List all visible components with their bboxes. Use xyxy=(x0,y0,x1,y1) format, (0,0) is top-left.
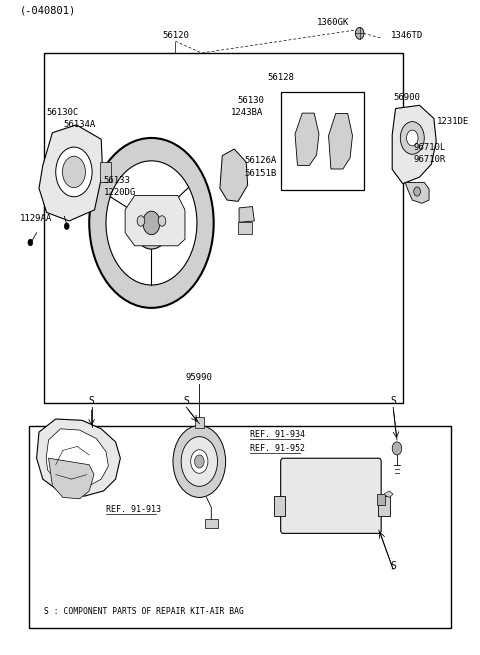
Text: S: S xyxy=(390,561,396,571)
Text: REF. 91-913: REF. 91-913 xyxy=(106,505,161,514)
Circle shape xyxy=(89,138,214,308)
Text: REF. 91-952: REF. 91-952 xyxy=(250,444,305,453)
Polygon shape xyxy=(295,113,319,166)
Bar xyxy=(100,162,111,181)
Text: 1220DG: 1220DG xyxy=(104,188,136,196)
Text: 56130: 56130 xyxy=(238,96,264,105)
Polygon shape xyxy=(392,105,436,183)
Text: 95990: 95990 xyxy=(186,373,213,383)
Text: 56130C: 56130C xyxy=(46,108,78,117)
Bar xyxy=(238,222,252,234)
Circle shape xyxy=(158,215,166,226)
Polygon shape xyxy=(36,419,120,496)
Polygon shape xyxy=(46,429,108,485)
Text: 56134A: 56134A xyxy=(63,121,95,130)
Circle shape xyxy=(173,426,226,497)
Bar xyxy=(281,92,364,190)
Text: 96710L: 96710L xyxy=(413,143,445,152)
Circle shape xyxy=(392,442,402,455)
Bar xyxy=(274,496,286,515)
Text: 1346TD: 1346TD xyxy=(391,31,423,40)
Circle shape xyxy=(132,196,170,249)
Text: 1129AA: 1129AA xyxy=(20,214,52,223)
Text: 1231DE: 1231DE xyxy=(437,117,469,126)
Text: S : COMPONENT PARTS OF REPAIR KIT-AIR BAG: S : COMPONENT PARTS OF REPAIR KIT-AIR BA… xyxy=(44,607,244,616)
Text: 56151B: 56151B xyxy=(245,170,277,178)
Circle shape xyxy=(137,215,145,226)
Circle shape xyxy=(414,187,420,196)
Circle shape xyxy=(191,450,208,474)
Bar xyxy=(378,496,390,515)
Circle shape xyxy=(28,239,33,246)
Polygon shape xyxy=(39,125,103,221)
Text: 56900: 56900 xyxy=(393,93,420,102)
Text: 1360GK: 1360GK xyxy=(317,18,349,27)
Bar xyxy=(205,519,217,528)
Circle shape xyxy=(64,223,69,229)
Text: 96710R: 96710R xyxy=(413,155,445,164)
Polygon shape xyxy=(48,458,94,498)
Text: 56133: 56133 xyxy=(104,176,131,185)
Polygon shape xyxy=(220,149,248,201)
Circle shape xyxy=(194,455,204,468)
Polygon shape xyxy=(384,491,393,497)
Circle shape xyxy=(56,147,92,196)
Circle shape xyxy=(143,211,160,234)
Circle shape xyxy=(181,437,217,486)
Text: 56128: 56128 xyxy=(267,73,294,82)
Circle shape xyxy=(106,161,197,285)
Polygon shape xyxy=(194,417,204,428)
Text: 1243BA: 1243BA xyxy=(230,108,263,117)
Polygon shape xyxy=(239,206,254,222)
Bar xyxy=(377,493,385,505)
Bar xyxy=(29,426,451,628)
Text: S: S xyxy=(89,396,95,406)
Text: (-040801): (-040801) xyxy=(20,5,76,15)
Circle shape xyxy=(62,157,85,187)
Circle shape xyxy=(407,130,418,146)
Circle shape xyxy=(355,28,364,39)
Text: S: S xyxy=(390,396,396,406)
Polygon shape xyxy=(405,182,429,203)
Text: 56120: 56120 xyxy=(162,31,189,40)
Bar xyxy=(44,53,403,403)
Polygon shape xyxy=(328,113,352,169)
Text: REF. 91-934: REF. 91-934 xyxy=(250,430,305,439)
FancyBboxPatch shape xyxy=(281,458,381,533)
Polygon shape xyxy=(125,195,185,246)
Circle shape xyxy=(400,122,424,155)
Text: S: S xyxy=(183,396,189,406)
Text: 56126A: 56126A xyxy=(245,157,277,166)
